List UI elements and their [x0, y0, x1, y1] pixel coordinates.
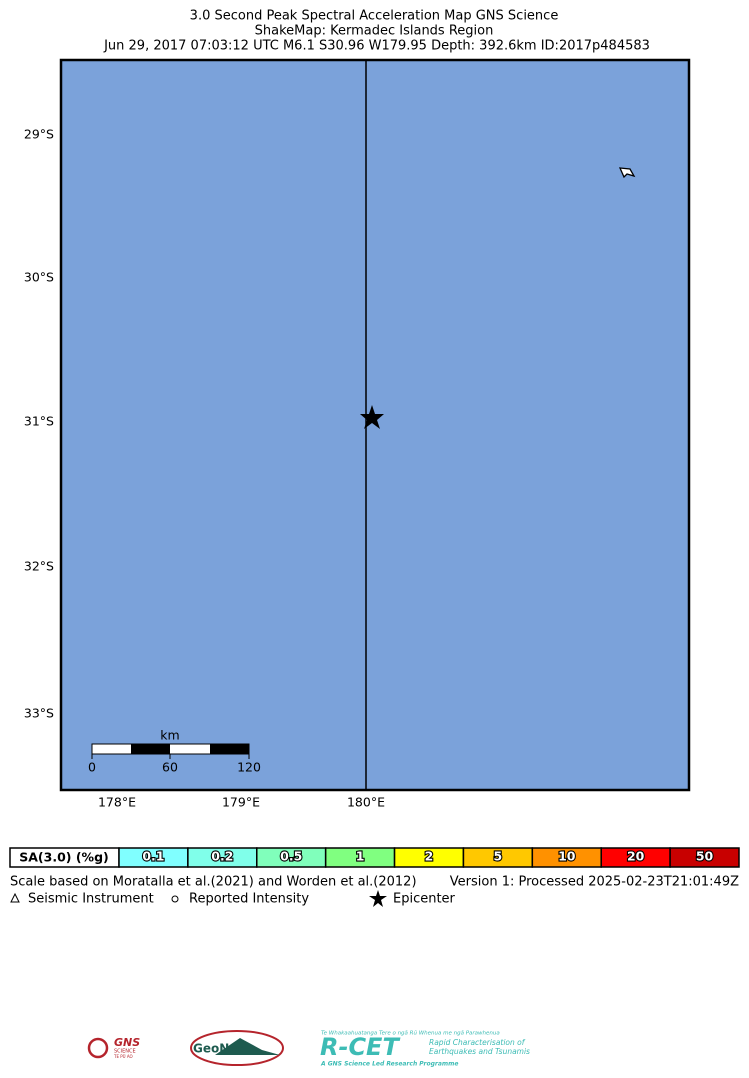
epicenter-icon: [369, 890, 387, 907]
lon-label: 180°E: [347, 795, 385, 810]
legend-cell-label: 1: [356, 849, 365, 864]
legend-cell-label: 0.2: [211, 849, 233, 864]
legend-label: SA(3.0) (%g): [19, 850, 109, 865]
symbol-label: Reported Intensity: [189, 892, 309, 907]
legend-cell: [669, 847, 740, 868]
legend-cell-label: 10: [558, 849, 576, 864]
legend: SA(3.0) (%g) 0.1 0.2 0.5 1 2 5 10 20 50: [9, 847, 740, 868]
island: [618, 167, 636, 179]
rcet-logo: Te Whakaahuatanga Tere o ngā Rū Whenua m…: [320, 1031, 530, 1068]
instrument-icon: [10, 892, 20, 903]
lon-label: 179°E: [222, 795, 260, 810]
scale-tick-label: 120: [237, 760, 261, 775]
title: ShakeMap: Kermadec Islands Region: [255, 24, 494, 39]
title: Jun 29, 2017 07:03:12 UTC M6.1 S30.96 W1…: [103, 39, 650, 54]
rcet-text: Te Whakaahuatanga Tere o ngā Rū Whenua m…: [321, 1031, 500, 1037]
scale-tick-label: 60: [162, 760, 178, 775]
gns-mark: [87, 1037, 109, 1059]
lat-label: 30°S: [24, 270, 54, 285]
gns-text: TE PŪ AO: [113, 1054, 133, 1059]
legend-cell-label: 0.1: [142, 849, 164, 864]
scale-bar: km 0 60 120: [88, 728, 261, 775]
legend-cell-label: 2: [425, 849, 434, 864]
title: 3.0 Second Peak Spectral Acceleration Ma…: [190, 9, 559, 24]
scale-seg: [131, 744, 170, 754]
rcet-name: R-CET: [320, 1033, 400, 1061]
lon-label: 178°E: [98, 795, 136, 810]
legend-cell-label: 5: [494, 849, 503, 864]
geonet-text: GeoNet: [193, 1042, 243, 1056]
gns-logo: GNS SCIENCE TE PŪ AO: [87, 1036, 140, 1059]
legend-cell-label: 20: [627, 849, 645, 864]
intensity-icon: [171, 895, 179, 903]
geonet-mountain: [215, 1038, 280, 1055]
rcet-text: A GNS Science Led Research Programme: [320, 1061, 458, 1068]
lat-label: 29°S: [24, 127, 54, 142]
symbol-label: Seismic Instrument: [28, 892, 154, 907]
legend-cell-label: 0.5: [280, 849, 302, 864]
note: Version 1: Processed 2025-02-23T21:01:49…: [450, 875, 739, 890]
note: Scale based on Moratalla et al.(2021) an…: [10, 875, 417, 890]
gns-text: SCIENCE: [114, 1049, 136, 1055]
geonet-logo: GeoNet: [190, 1030, 284, 1066]
legend-cell-label: 50: [696, 849, 714, 864]
epicenter: [360, 405, 384, 429]
scale-unit: km: [160, 728, 179, 743]
geonet-ring: [190, 1030, 284, 1066]
gns-text: GNS: [114, 1036, 140, 1049]
rcet-text: Rapid Characterisation of: [429, 1038, 526, 1047]
lat-label: 33°S: [24, 706, 54, 721]
rcet-text: Earthquakes and Tsunamis: [429, 1047, 530, 1056]
lat-label: 32°S: [24, 559, 54, 574]
scale-tick-label: 0: [88, 760, 96, 775]
lat-label: 31°S: [24, 414, 54, 429]
scale-seg: [210, 744, 249, 754]
symbol-label: Epicenter: [393, 892, 456, 907]
